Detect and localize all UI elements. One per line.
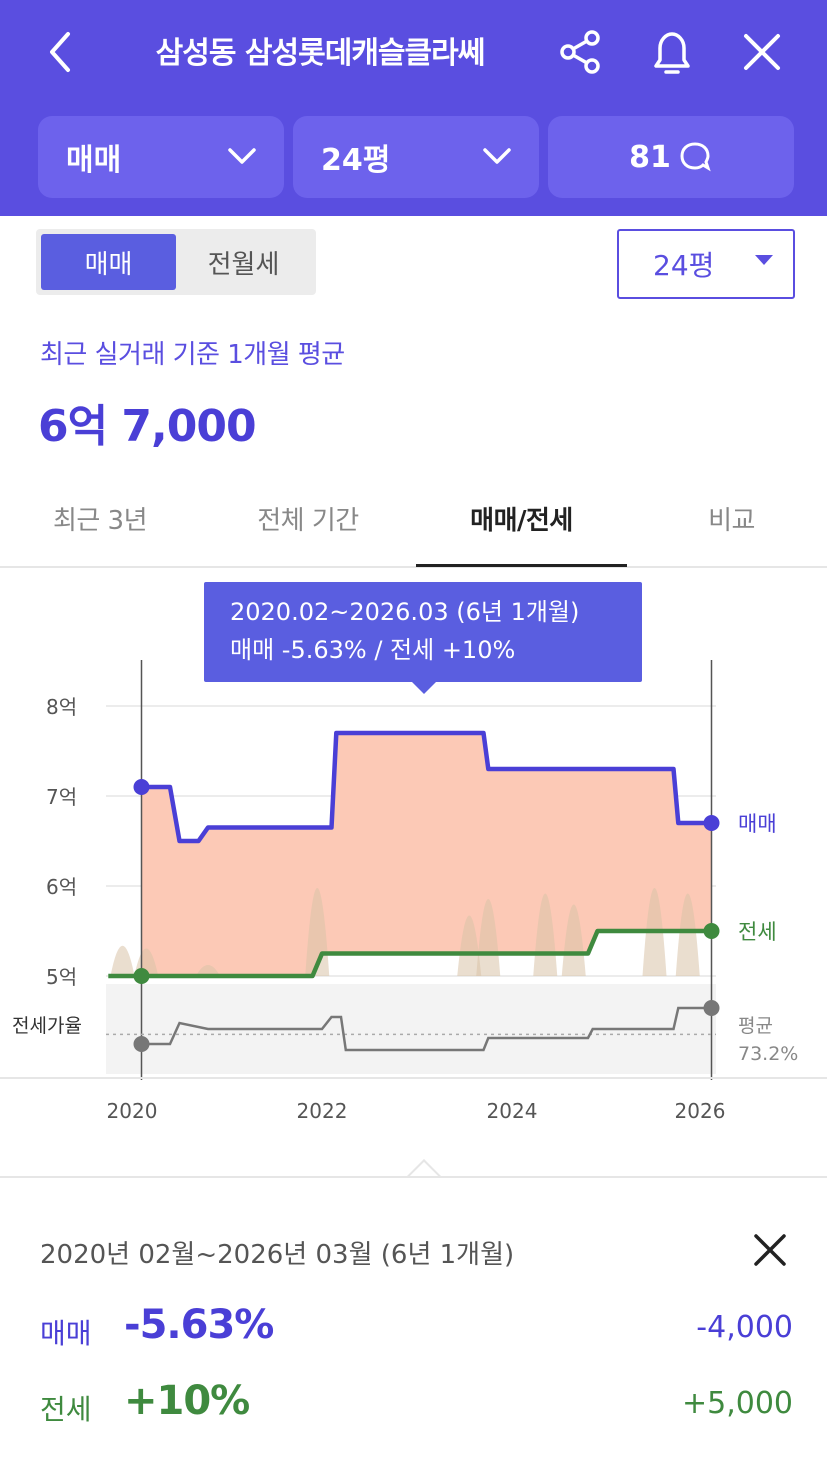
summary-row-sale: 매매 -5.63% -4,000 xyxy=(0,1302,827,1362)
close-button[interactable] xyxy=(732,22,792,82)
toggle-sale[interactable]: 매매 xyxy=(41,234,176,290)
tab-compare[interactable]: 비교 xyxy=(708,505,755,536)
x-tick-label: 2022 xyxy=(297,1099,348,1123)
jeonse-series-label: 전세 xyxy=(738,920,777,944)
share-icon xyxy=(560,30,600,74)
tooltip-arrow xyxy=(412,682,436,694)
share-button[interactable] xyxy=(550,22,610,82)
sale-series-label: 매매 xyxy=(738,812,777,836)
period-tabs: 최근 3년 전체 기간 매매/전세 비교 xyxy=(0,470,827,568)
caret-down-icon xyxy=(755,255,773,265)
summary-jeonse-pct: +10% xyxy=(124,1378,250,1424)
summary-period: 2020년 02월~2026년 03월 (6년 1개월) xyxy=(40,1240,515,1270)
deal-type-value: 매매 xyxy=(66,143,122,178)
summary-close-button[interactable] xyxy=(746,1226,794,1274)
volume-spike xyxy=(457,915,482,976)
ratio-average-value: 73.2% xyxy=(738,1043,798,1065)
bell-icon xyxy=(654,32,690,74)
tab-sale-vs-jeonse[interactable]: 매매/전세 xyxy=(470,505,573,536)
volume-spike xyxy=(561,904,586,976)
ratio-start-point xyxy=(133,1036,150,1052)
summary-row-jeonse: 전세 +10% +5,000 xyxy=(0,1378,827,1438)
alarm-button[interactable] xyxy=(642,22,702,82)
chart-tooltip: 2020.02~2026.03 (6년 1개월) 매매 -5.63% / 전세 … xyxy=(204,582,642,682)
summary-jeonse-amount: +5,000 xyxy=(681,1386,793,1421)
size-dropdown[interactable]: 24평 xyxy=(617,229,795,299)
comment-count: 81 xyxy=(629,139,671,175)
summary-sale-label: 매매 xyxy=(40,1317,92,1350)
header: 삼성동 삼성롯데캐슬클라쎄 매매 xyxy=(0,0,827,216)
size-dropdown-value: 24평 xyxy=(653,249,715,282)
ratio-average-label: 평균 xyxy=(738,1015,773,1037)
toggle-rent[interactable]: 전월세 xyxy=(207,249,280,280)
sale-series-line xyxy=(141,730,712,844)
summary-panel: 2020년 02월~2026년 03월 (6년 1개월) 매매 -5.63% -… xyxy=(0,1176,827,1466)
jeonse-start-point xyxy=(133,968,150,984)
x-tick-label: 2024 xyxy=(487,1099,538,1123)
tooltip-period: 2020.02~2026.03 (6년 1개월) xyxy=(230,598,580,626)
title-bar: 삼성동 삼성롯데캐슬클라쎄 xyxy=(0,0,827,104)
volume-spike xyxy=(476,899,501,976)
chevron-down-icon xyxy=(483,148,511,164)
area-value: 24평 xyxy=(321,143,391,178)
sale-end-point xyxy=(703,815,720,831)
y-tick-label: 6억 xyxy=(46,875,77,899)
ratio-label: 전세가율 xyxy=(12,1015,82,1037)
ratio-end-point xyxy=(703,1000,720,1016)
comment-icon xyxy=(680,142,711,172)
comments-button[interactable]: 81 xyxy=(548,116,794,198)
sale-jeonse-gap-area xyxy=(141,733,712,976)
deal-toggle: 매매 전월세 xyxy=(36,229,316,295)
jeonse-series-line xyxy=(108,928,712,979)
volume-spike xyxy=(196,965,220,976)
summary-sale-pct: -5.63% xyxy=(124,1302,274,1348)
summary-sale-amount: -4,000 xyxy=(696,1310,793,1345)
chevron-left-icon xyxy=(50,32,70,72)
close-icon xyxy=(754,1234,786,1266)
summary-jeonse-label: 전세 xyxy=(40,1393,92,1426)
tab-recent-3y[interactable]: 최근 3년 xyxy=(52,505,148,536)
active-tab-indicator xyxy=(416,564,627,567)
average-value: 6억 7,000 xyxy=(38,401,257,452)
jeonse-end-point xyxy=(703,923,720,939)
y-tick-label: 7억 xyxy=(46,785,77,809)
y-tick-label: 8억 xyxy=(46,695,77,719)
page-title: 삼성동 삼성롯데캐슬클라쎄 xyxy=(155,36,486,71)
x-tick-label: 2020 xyxy=(107,1099,158,1123)
chevron-down-icon xyxy=(228,148,256,164)
x-tick-label: 2026 xyxy=(675,1099,726,1123)
area-select[interactable]: 24평 xyxy=(293,116,539,198)
y-tick-label: 5억 xyxy=(46,965,77,989)
deal-type-select[interactable]: 매매 xyxy=(38,116,284,198)
sale-start-point xyxy=(133,779,150,795)
ratio-series-line xyxy=(141,1006,712,1052)
tab-all-period[interactable]: 전체 기간 xyxy=(257,505,359,536)
volume-spike xyxy=(110,945,135,976)
volume-spike xyxy=(675,893,700,976)
tooltip-change: 매매 -5.63% / 전세 +10% xyxy=(230,636,516,664)
average-label: 최근 실거래 기준 1개월 평균 xyxy=(40,340,345,370)
close-icon xyxy=(744,34,780,70)
back-button[interactable] xyxy=(30,22,90,82)
